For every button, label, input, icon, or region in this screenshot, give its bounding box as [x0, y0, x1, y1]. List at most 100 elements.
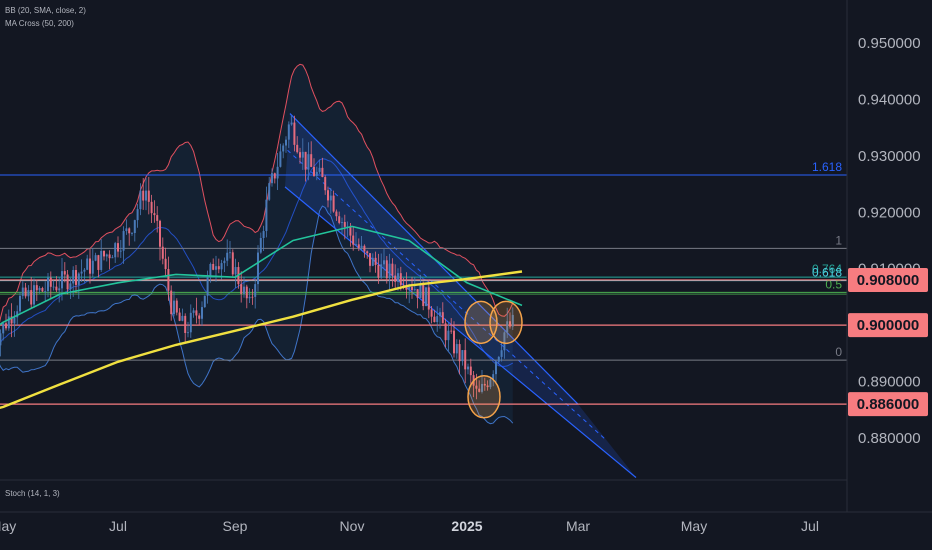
candle-body — [27, 290, 30, 297]
candle — [296, 136, 299, 154]
candle — [52, 280, 55, 291]
candle — [492, 370, 495, 387]
candle — [21, 281, 24, 300]
candle-body — [399, 273, 402, 286]
candle — [159, 219, 161, 261]
candle-body — [215, 266, 217, 270]
candle-body — [226, 252, 229, 261]
candle — [430, 305, 433, 324]
candle-body — [19, 295, 21, 312]
candle — [486, 380, 489, 391]
stoch-indicator-label[interactable]: Stoch (14, 1, 3) — [5, 489, 60, 498]
candle-body — [111, 257, 114, 259]
candle — [254, 278, 257, 309]
candle — [299, 147, 301, 164]
candle-body — [500, 350, 503, 357]
candle-body — [63, 271, 66, 275]
candle-body — [175, 300, 178, 313]
candle — [145, 177, 147, 211]
candle — [173, 291, 175, 317]
candle-body — [94, 255, 97, 261]
ma-cross-indicator-label[interactable]: MA Cross (50, 200) — [5, 19, 74, 28]
candle-body — [83, 269, 86, 272]
candle-body — [447, 330, 450, 341]
price-tick-label: 0.950000 — [858, 35, 921, 52]
candle — [357, 238, 360, 252]
candle-body — [147, 190, 150, 202]
candle-body — [433, 316, 436, 323]
candle — [259, 232, 262, 254]
candle-body — [511, 314, 514, 327]
candle-body — [301, 151, 304, 158]
candle — [352, 226, 355, 251]
candle-body — [30, 290, 33, 305]
candle — [310, 141, 313, 168]
candle-body — [167, 269, 170, 291]
candle-body — [16, 311, 19, 318]
candle-body — [5, 323, 7, 329]
candle — [341, 217, 343, 235]
highlight-circle[interactable] — [464, 300, 498, 345]
candle-body — [455, 344, 458, 354]
price-axis[interactable]: 0.9500000.9400000.9300000.9200000.910000… — [858, 35, 921, 447]
candle — [24, 282, 27, 299]
candle-body — [385, 260, 388, 279]
candle-body — [268, 183, 271, 200]
candle-body — [439, 312, 441, 317]
candle — [469, 358, 472, 387]
candle-body — [310, 154, 313, 167]
candle — [44, 281, 47, 301]
candle — [371, 253, 374, 267]
candle-body — [164, 258, 167, 270]
candle — [478, 380, 481, 393]
bb-indicator-label[interactable]: BB (20, SMA, close, 2) — [5, 6, 86, 15]
ma200-line[interactable] — [0, 270, 523, 422]
candle-body — [416, 289, 419, 298]
candle — [178, 308, 181, 322]
channel-lower-line[interactable] — [284, 186, 637, 478]
candle — [338, 211, 341, 225]
candle — [226, 239, 229, 267]
highlight-circle[interactable] — [489, 300, 523, 345]
ma50-line[interactable] — [0, 225, 523, 364]
candle — [181, 308, 184, 322]
candle — [161, 237, 164, 265]
candle — [203, 295, 206, 308]
candle — [198, 313, 201, 326]
candle-body — [352, 235, 355, 245]
candle — [248, 288, 251, 303]
candle-body — [349, 226, 352, 236]
candle-body — [234, 267, 237, 275]
candle — [63, 262, 66, 283]
candle — [89, 248, 91, 284]
candle — [425, 287, 427, 307]
time-axis[interactable]: May Jul Sep Nov 2025 Mar May Jul — [0, 518, 819, 534]
candle-body — [198, 315, 201, 319]
candle — [245, 284, 248, 309]
candle-body — [189, 312, 192, 333]
candle-body — [285, 139, 287, 146]
candle-body — [262, 231, 265, 239]
candle — [35, 279, 38, 302]
candle-body — [405, 286, 408, 290]
candle — [391, 258, 394, 287]
candle — [481, 369, 483, 394]
candle-body — [80, 271, 83, 274]
candle — [315, 166, 318, 181]
candle-body — [495, 361, 497, 375]
candle — [47, 273, 49, 298]
candle — [397, 268, 399, 291]
candle-body — [371, 257, 374, 266]
candle — [293, 115, 296, 152]
candle-body — [72, 270, 75, 284]
candle-body — [251, 296, 254, 298]
candle-body — [33, 285, 35, 305]
candle — [153, 200, 156, 223]
candle-body — [125, 228, 128, 232]
candle — [105, 253, 108, 262]
candle — [262, 225, 265, 252]
highlight-circle[interactable] — [467, 375, 501, 419]
candle-body — [49, 277, 52, 287]
